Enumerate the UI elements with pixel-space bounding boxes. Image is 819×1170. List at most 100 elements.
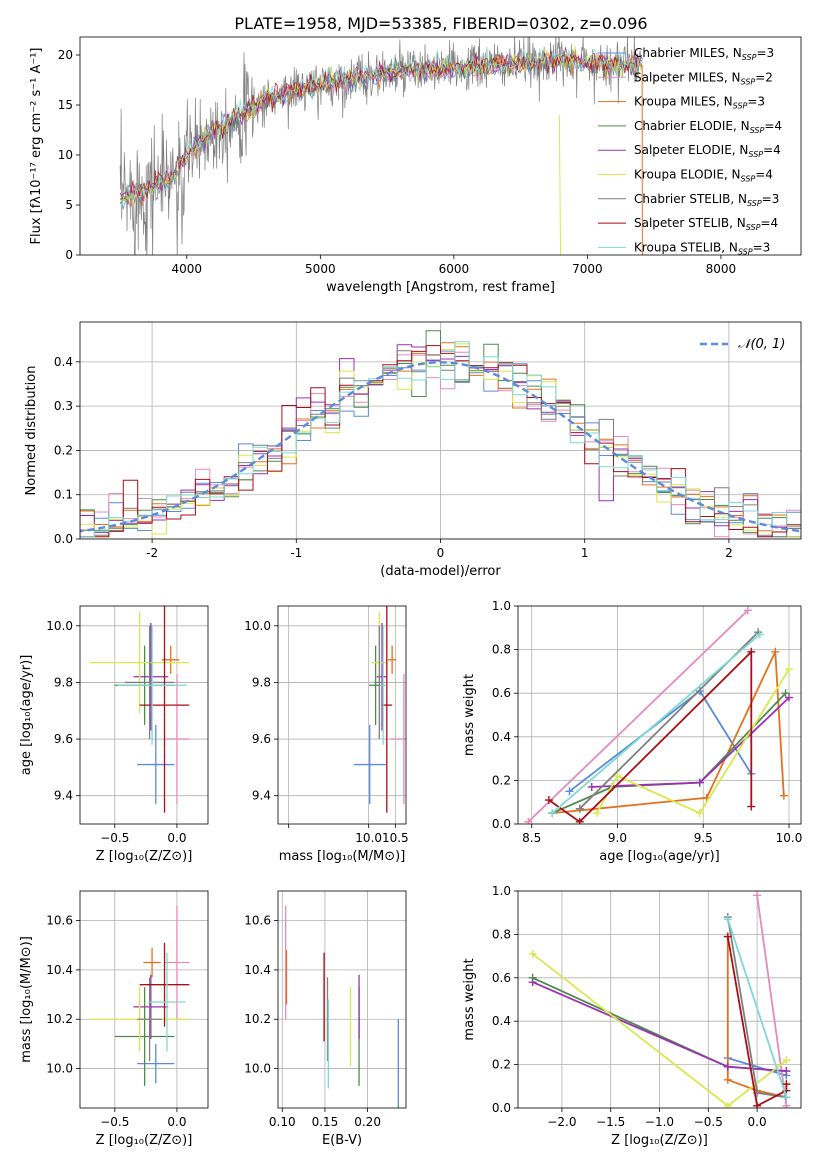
panel-age_vs_Z: −0.5 0.0 9.4 9.6 9.8 10.0 Z [log₁₀(Z/Z⊙)] age [… [19, 605, 209, 864]
weight-point-marker [747, 802, 756, 811]
y-axis-label: age [log₁₀(age/yr)] [19, 655, 34, 776]
y-tick-label: 10.4 [244, 963, 271, 977]
panel-weight_vs_Z: −2.0 −1.5 −1.0 −0.5 0.0 0.0 0.2 0.4 0.6 0.8 1.0 Z [… [462, 884, 802, 1148]
x-tick-label: −0.5 [694, 1115, 723, 1129]
y-tick-label: 0.8 [492, 643, 511, 657]
figure-title: PLATE=1958, MJD=53385, FIBERID=0302, z=0… [234, 14, 647, 33]
y-tick-label: 9.6 [252, 732, 271, 746]
y-tick-label: 10.4 [46, 963, 73, 977]
weight-series-line [726, 936, 787, 1099]
x-tick-label: 9.5 [694, 831, 713, 845]
y-tick-label: 9.8 [54, 675, 73, 689]
y-tick-label: 1.0 [492, 884, 511, 898]
legend-entry-nssp: =2 [755, 70, 773, 84]
y-tick-label: 0.4 [492, 1014, 511, 1028]
y-tick-label: 10 [58, 148, 73, 162]
legend-entry-name: Kroupa STELIB, N [634, 240, 738, 254]
weight-point-marker [695, 809, 704, 818]
y-axis-label: mass [log₁₀(M/M⊙)] [19, 936, 34, 1063]
x-tick-label: -1 [290, 546, 302, 560]
weight-series-line [527, 609, 749, 823]
y-tick-label: 15 [58, 98, 73, 112]
x-tick-label: 10.0 [355, 831, 382, 845]
legend-entry-sub: SSP [748, 150, 763, 159]
x-tick-label: 6000 [439, 262, 470, 276]
x-tick-label: 9.0 [608, 831, 627, 845]
x-tick-label: −0.5 [100, 1115, 129, 1129]
panel-mass_vs_Z: −0.5 0.0 10.0 10.2 10.4 10.6 Z [log₁₀(Z/Z⊙)] ma… [19, 890, 209, 1148]
x-axis-label: Z [log₁₀(Z/Z⊙)] [611, 1133, 708, 1148]
legend-entry-name: Kroupa ELODIE, N [634, 168, 741, 182]
legend-entry: Kroupa ELODIE, NSSP=4 [634, 168, 773, 184]
y-tick-label: 0.1 [54, 488, 73, 502]
weight-point-marker [781, 689, 790, 698]
weight-point-marker [723, 932, 732, 941]
x-tick-label: 10.5 [382, 831, 409, 845]
legend-entry-name: Salpeter STELIB, N [634, 216, 746, 230]
y-tick-label: 0.0 [54, 532, 73, 546]
weight-point-marker [528, 978, 537, 987]
weight-point-marker [753, 891, 762, 900]
y-tick-label: 20 [58, 48, 73, 62]
y-tick-label: 9.6 [54, 732, 73, 746]
legend-entry: Chabrier STELIB, NSSP=3 [634, 192, 779, 208]
y-tick-label: 1.0 [492, 599, 511, 613]
legend-entry-sub: SSP [742, 53, 757, 62]
plot-area [119, 37, 643, 255]
legend-entry-nssp: =4 [760, 216, 778, 230]
y-tick-label: 9.4 [252, 789, 271, 803]
plot-area [80, 322, 801, 539]
x-tick-label: 4000 [172, 262, 203, 276]
plot-area [518, 891, 801, 1108]
weight-point-marker [784, 665, 793, 674]
weight-series-line [726, 918, 788, 1098]
x-axis-label: wavelength [Angstrom, rest frame] [326, 280, 555, 295]
legend-entry-name: Salpeter ELODIE, N [634, 143, 748, 157]
plot-area [518, 606, 801, 824]
y-tick-label: 10.2 [46, 1012, 73, 1026]
weight-point-marker [548, 809, 557, 818]
weight-point-marker [565, 787, 574, 796]
x-tick-label: 0.0 [748, 1115, 767, 1129]
legend-entry: Kroupa STELIB, NSSP=3 [634, 240, 770, 256]
weight-point-marker [782, 1101, 791, 1108]
axes-frame [277, 890, 407, 1109]
x-axis-label: E(B-V) [322, 1133, 362, 1148]
legend-entry-nssp: =3 [753, 240, 771, 254]
legend-entry-name: Chabrier STELIB, N [634, 192, 747, 206]
legend-entry-name: Chabrier ELODIE, N [634, 119, 750, 133]
weight-point-marker [784, 693, 793, 702]
x-tick-label: 0.10 [269, 1115, 296, 1129]
weight-point-marker [771, 647, 780, 656]
weight-point-marker [528, 949, 537, 958]
legend-entry-name: Salpeter MILES, N [634, 70, 741, 84]
x-axis-label: mass [log₁₀(M/M⊙)] [279, 849, 406, 864]
weight-point-marker [782, 1056, 791, 1065]
y-tick-label: 0.6 [492, 971, 511, 985]
axes-frame [79, 605, 209, 825]
legend-entry-sub: SSP [738, 247, 753, 256]
legend-entry: 𝒩(0, 1) [738, 337, 785, 352]
x-tick-label: −0.5 [100, 831, 129, 845]
axes-frame [79, 36, 802, 256]
y-tick-label: 0.0 [492, 1101, 511, 1115]
x-tick-label: 0.0 [167, 831, 186, 845]
y-axis-label: Normed distribution [24, 366, 39, 496]
y-tick-label: 10.0 [244, 619, 271, 633]
y-tick-label: 10.6 [46, 914, 73, 928]
weight-point-marker [782, 1093, 791, 1102]
plot-area [278, 891, 406, 1108]
plot-area [80, 606, 208, 824]
y-tick-label: 9.8 [252, 675, 271, 689]
histogram-step [80, 345, 801, 538]
weight-point-marker [723, 915, 732, 924]
legend-entry: Salpeter ELODIE, NSSP=4 [634, 143, 781, 159]
x-tick-label: -2 [146, 546, 158, 560]
weight-point-marker [723, 1075, 732, 1084]
x-axis-label: (data-model)/error [380, 564, 501, 579]
legend-entry-sub: SSP [741, 175, 756, 184]
y-tick-label: 0.8 [492, 927, 511, 941]
